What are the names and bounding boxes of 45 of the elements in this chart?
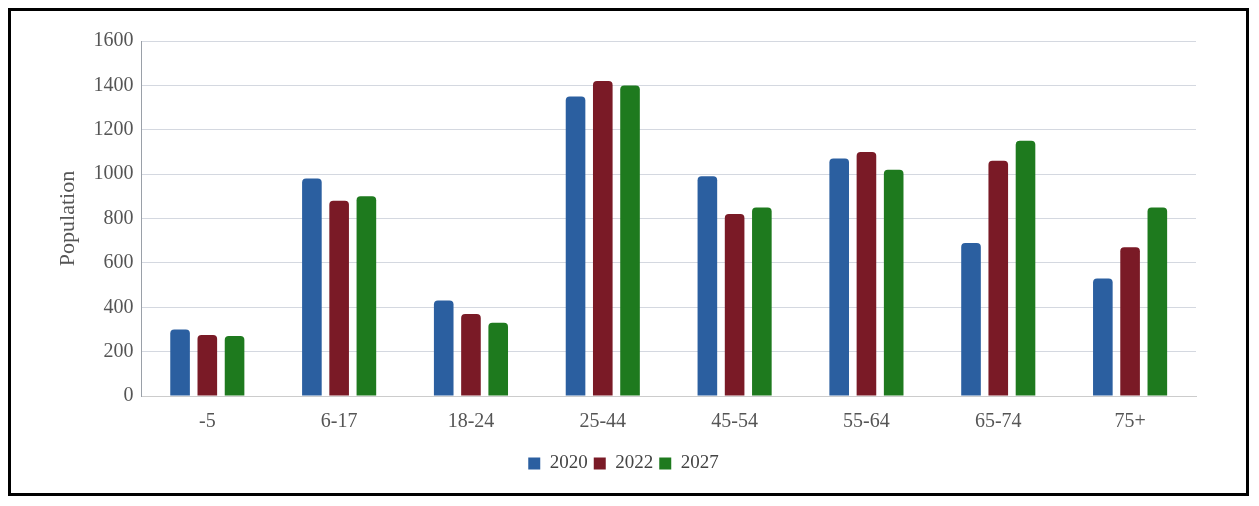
bar bbox=[697, 176, 718, 396]
bar bbox=[1093, 278, 1113, 396]
y-tick-label: 1600 bbox=[93, 28, 134, 51]
x-tick-label: -5 bbox=[198, 409, 216, 432]
y-tick-label: 0 bbox=[123, 383, 134, 406]
y-tick-label: 1000 bbox=[93, 161, 134, 184]
x-tick-label: 25-44 bbox=[579, 409, 627, 432]
bar bbox=[988, 160, 1009, 396]
bar bbox=[620, 85, 640, 396]
bar bbox=[224, 336, 245, 396]
y-tick-label: 400 bbox=[103, 294, 134, 317]
bar bbox=[1015, 140, 1036, 396]
bar bbox=[1147, 207, 1168, 396]
y-tick-label: 600 bbox=[103, 250, 134, 273]
legend-label: 2022 bbox=[615, 451, 654, 473]
bar bbox=[356, 196, 377, 396]
y-tick-label: 200 bbox=[103, 338, 134, 361]
y-tick-label: 1200 bbox=[93, 117, 134, 139]
x-tick-label: 6-17 bbox=[320, 409, 358, 432]
bar bbox=[565, 96, 586, 396]
bar bbox=[302, 178, 322, 396]
bar bbox=[724, 214, 745, 396]
legend-label: 2020 bbox=[549, 451, 588, 473]
bar bbox=[856, 151, 877, 396]
bar bbox=[883, 169, 904, 396]
y-axis-title: Population bbox=[53, 170, 79, 267]
y-tick-label: 1400 bbox=[93, 72, 134, 95]
bar bbox=[488, 322, 509, 396]
x-tick-label: 18-24 bbox=[447, 409, 495, 432]
bar bbox=[961, 242, 981, 396]
bar bbox=[592, 80, 613, 396]
bar bbox=[170, 329, 190, 396]
bar bbox=[197, 334, 218, 396]
bar bbox=[752, 207, 772, 396]
y-tick-label: 800 bbox=[103, 205, 134, 228]
x-tick-label: 75+ bbox=[1114, 409, 1146, 432]
bar bbox=[433, 300, 454, 396]
x-tick-label: 65-74 bbox=[974, 409, 1022, 432]
bar bbox=[329, 200, 349, 396]
bar bbox=[1120, 247, 1140, 396]
x-tick-label: 55-64 bbox=[843, 409, 890, 432]
bar bbox=[461, 313, 481, 396]
bar bbox=[829, 158, 849, 396]
x-tick-label: 45-54 bbox=[711, 409, 758, 432]
legend-label: 2027 bbox=[680, 451, 719, 473]
